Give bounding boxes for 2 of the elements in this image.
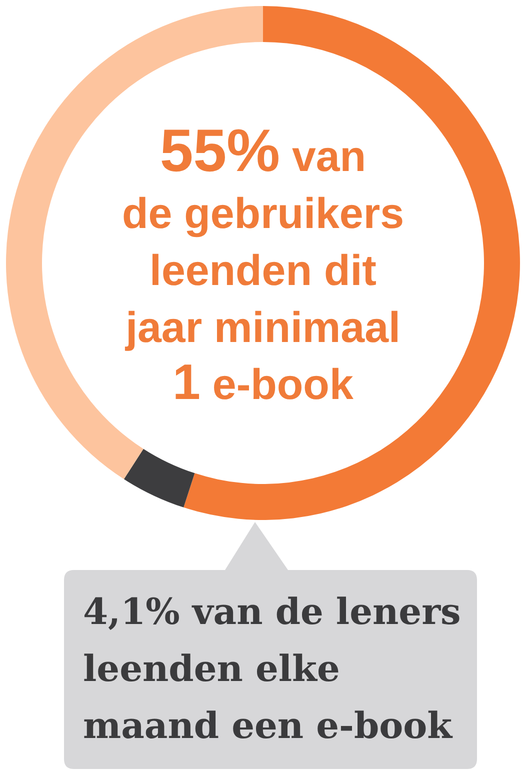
text: 4,1% van de leners leenden elke maand een e-book (83, 590, 461, 749)
text: 55% van de gebruikers leenden dit jaar minimaal 1 e-book (122, 117, 404, 410)
